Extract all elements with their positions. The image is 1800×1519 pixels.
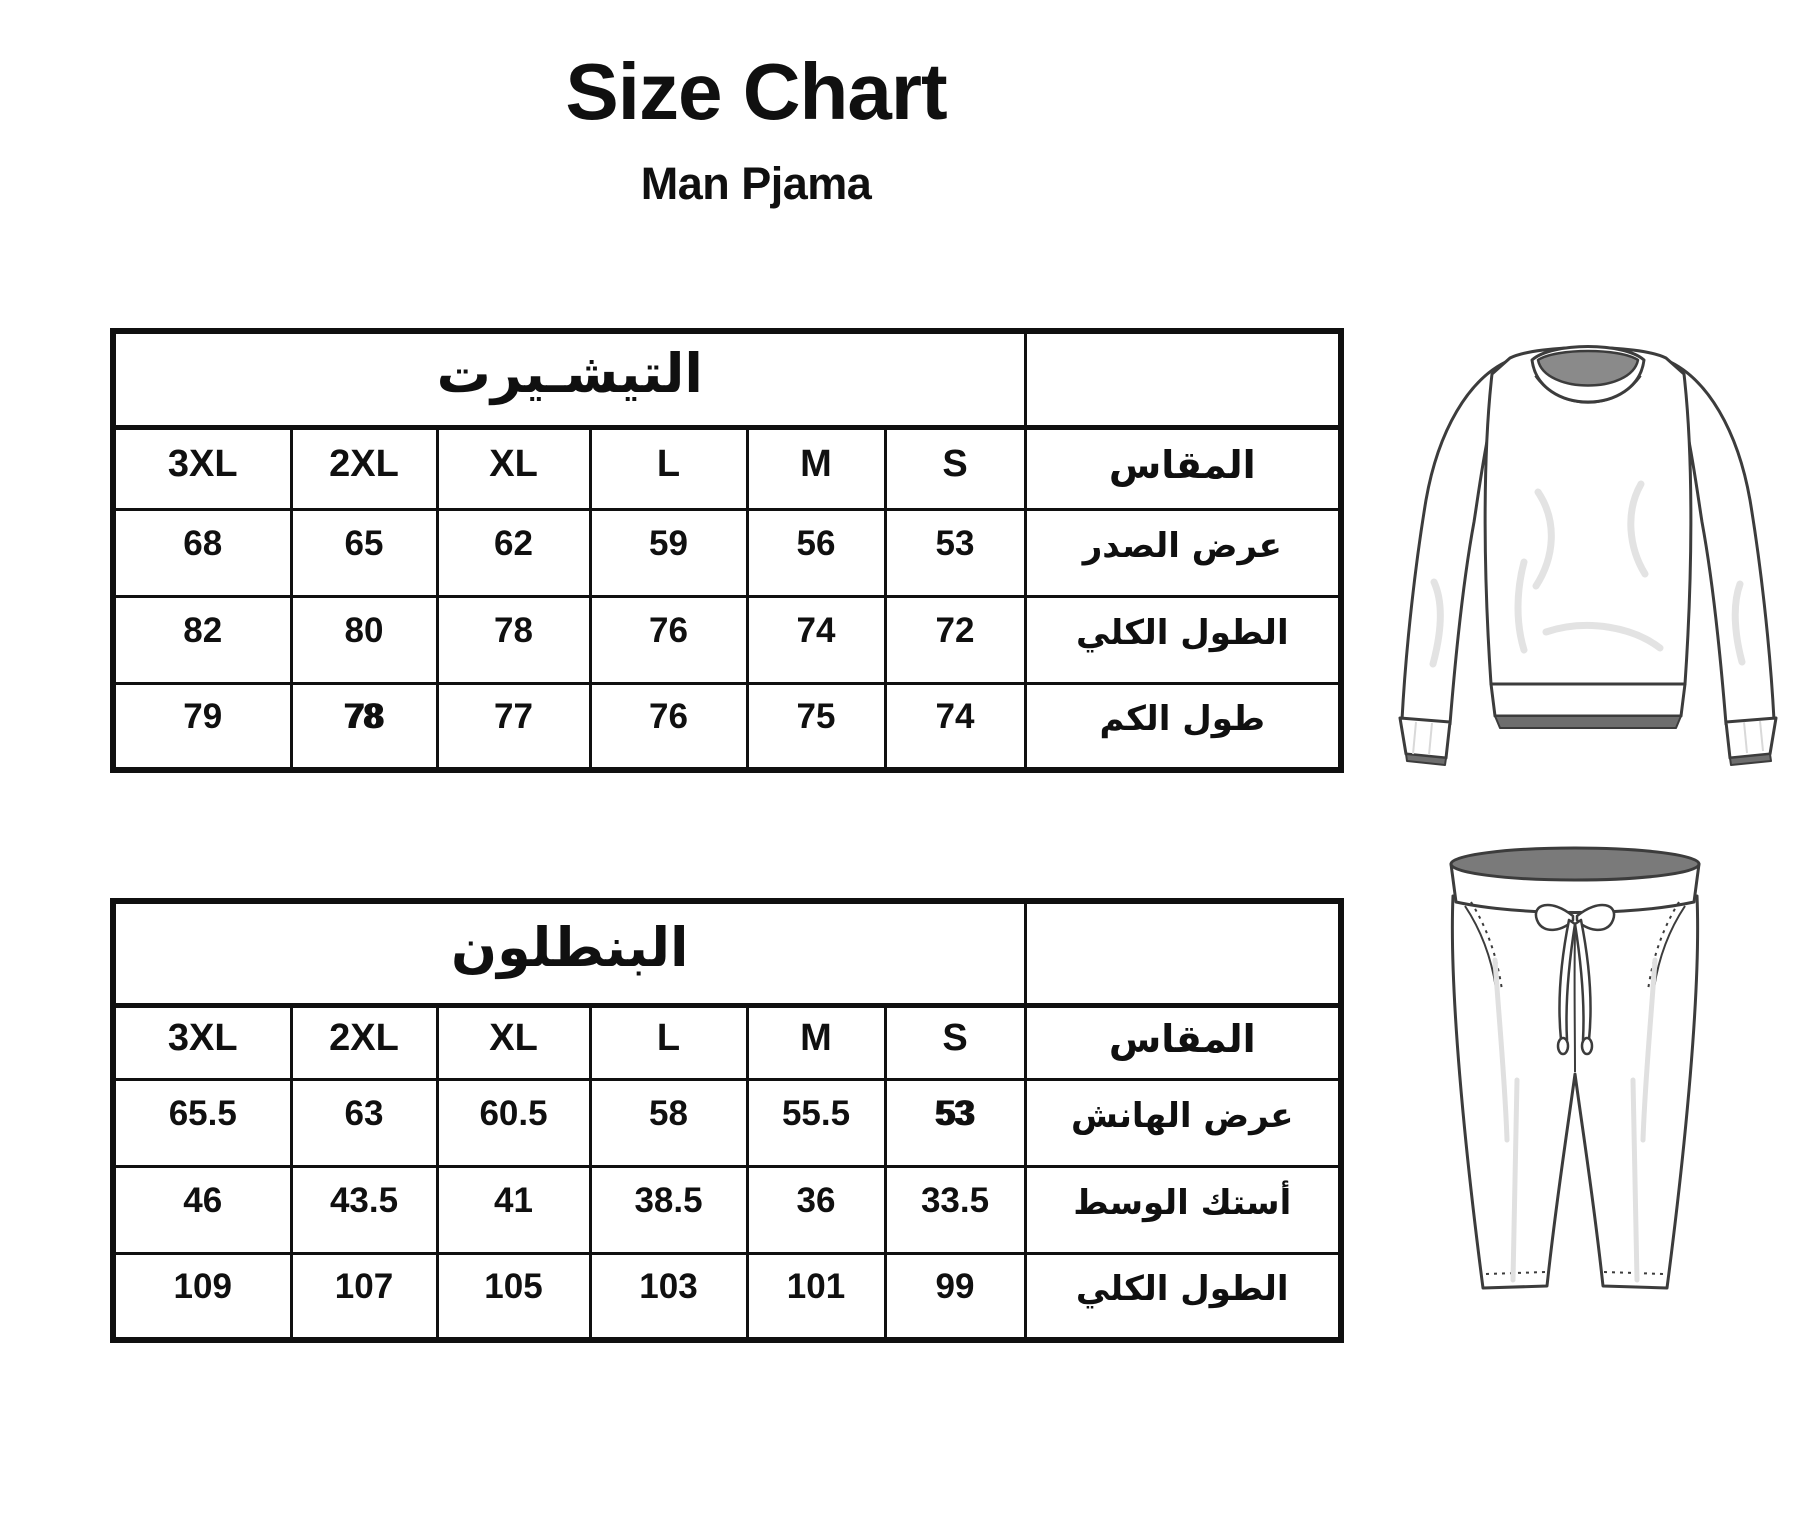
shirt-size-col-3xl: 3XL: [111, 425, 293, 511]
pants-size-col-2xl: 2XL: [289, 1003, 439, 1081]
value-cell: 79: [111, 681, 293, 772]
pants-creases: [1492, 957, 1658, 1283]
right-cuff-shadow: [1729, 753, 1772, 766]
value-cell: 36: [745, 1164, 887, 1255]
sweatshirt-right-cuff: [1724, 716, 1778, 760]
value-cell: 74: [745, 594, 887, 685]
shirt-table-corner-cell: [1023, 329, 1343, 430]
value-cell: 76: [588, 681, 749, 772]
collar-rib-line: [1534, 375, 1642, 404]
row-label: عرض الهانش: [1023, 1077, 1343, 1168]
shirt-size-table: التيشـيرت 3XL 2XL XL L M S المقاس 68 65 …: [110, 328, 1345, 773]
title-block: Size Chart Man Pjama: [0, 50, 1512, 210]
shirt-table-title: التيشـيرت: [111, 329, 1027, 430]
value-cell: 80: [289, 594, 439, 685]
value-cell: 43.5: [289, 1164, 439, 1255]
value-cell: 53: [883, 507, 1027, 598]
sweatshirt-left-cuff: [1398, 716, 1452, 760]
sweatshirt-illustration: [1398, 345, 1778, 766]
hem-stitching: [1485, 1271, 1665, 1275]
pants-table-header-row: البنطلون: [111, 899, 1343, 1008]
row-label: أستك الوسط: [1023, 1164, 1343, 1255]
pants-total-length-row: 109 107 105 103 101 99 الطول الكلي: [111, 1251, 1343, 1342]
pants-table-corner-cell: [1023, 899, 1343, 1008]
pants-size-col-l: L: [588, 1003, 749, 1081]
pants-size-col-xl: XL: [435, 1003, 592, 1081]
pants-size-col-s: S: [883, 1003, 1027, 1081]
value-cell: 46: [111, 1164, 293, 1255]
value-cell: 76: [588, 594, 749, 685]
value-cell: 75: [745, 681, 887, 772]
value-cell: 41: [435, 1164, 592, 1255]
pants-illustration: [1449, 846, 1701, 1290]
shirt-size-label-heading: المقاس: [1023, 425, 1343, 511]
drawstring: [1534, 903, 1616, 1056]
pants-size-table: البنطلون 3XL 2XL XL L M S المقاس 65.5 63…: [110, 898, 1344, 1343]
page-subtitle: Man Pjama: [640, 158, 872, 209]
row-label: الطول الكلي: [1023, 594, 1343, 685]
row-label: الطول الكلي: [1023, 1251, 1343, 1342]
value-cell: 38.5: [588, 1164, 749, 1255]
value-cell: 72: [883, 594, 1027, 685]
value-cell: 107: [289, 1251, 439, 1342]
shirt-table-header-row: التيشـيرت: [111, 329, 1343, 430]
value-cell: 74: [883, 681, 1027, 772]
rib-details: [1412, 720, 1764, 756]
value-cell: 60.5: [435, 1077, 592, 1168]
pants-size-col-m: M: [745, 1003, 887, 1081]
value-cell: 65.5: [111, 1077, 293, 1168]
value-cell: 68: [111, 507, 293, 598]
value-cell: 77: [435, 681, 592, 772]
pants-size-row: 3XL 2XL XL L M S المقاس: [111, 1003, 1343, 1081]
pants-size-label-heading: المقاس: [1023, 1003, 1343, 1081]
shirt-size-col-s: S: [883, 425, 1027, 511]
value-cell: 62: [435, 507, 592, 598]
value-cell: 53: [883, 1077, 1027, 1168]
value-cell: 78: [289, 681, 439, 772]
page-title: Size Chart: [565, 47, 947, 136]
value-cell: 105: [435, 1251, 592, 1342]
pants-table-title: البنطلون: [111, 899, 1027, 1008]
value-cell: 109: [111, 1251, 293, 1342]
row-label: طول الكم: [1023, 681, 1343, 772]
value-cell: 82: [111, 594, 293, 685]
shirt-sleeve-length-row: 79 78 77 76 75 74 طول الكم: [111, 681, 1343, 772]
hem-shadow: [1494, 715, 1682, 729]
shirt-size-col-2xl: 2XL: [289, 425, 439, 511]
pants-size-col-3xl: 3XL: [111, 1003, 293, 1081]
pants-hip-width-row: 65.5 63 60.5 58 55.5 53 عرض الهانش: [111, 1077, 1343, 1168]
value-cell: 55.5: [745, 1077, 887, 1168]
shirt-total-length-row: 82 80 78 76 74 72 الطول الكلي: [111, 594, 1343, 685]
shirt-size-col-xl: XL: [435, 425, 592, 511]
shirt-chest-width-row: 68 65 62 59 56 53 عرض الصدر: [111, 507, 1343, 598]
value-cell: 58: [588, 1077, 749, 1168]
shirt-size-row: 3XL 2XL XL L M S المقاس: [111, 425, 1343, 511]
sweatshirt-hem-band: [1489, 682, 1687, 718]
row-label: عرض الصدر: [1023, 507, 1343, 598]
value-cell: 101: [745, 1251, 887, 1342]
value-cell: 63: [289, 1077, 439, 1168]
pants-waist-elastic-row: 46 43.5 41 38.5 36 33.5 أستك الوسط: [111, 1164, 1343, 1255]
value-cell: 56: [745, 507, 887, 598]
value-cell: 103: [588, 1251, 749, 1342]
value-cell: 59: [588, 507, 749, 598]
value-cell: 99: [883, 1251, 1027, 1342]
value-cell: 33.5: [883, 1164, 1027, 1255]
value-cell: 78: [435, 594, 592, 685]
value-cell: 65: [289, 507, 439, 598]
waistband-opening-shade: [1449, 846, 1701, 882]
shirt-size-col-l: L: [588, 425, 749, 511]
shirt-size-col-m: M: [745, 425, 887, 511]
collar-inner-shade: [1536, 349, 1640, 387]
sweatshirt-wrinkles: [1429, 480, 1746, 668]
left-cuff-shadow: [1405, 753, 1447, 766]
